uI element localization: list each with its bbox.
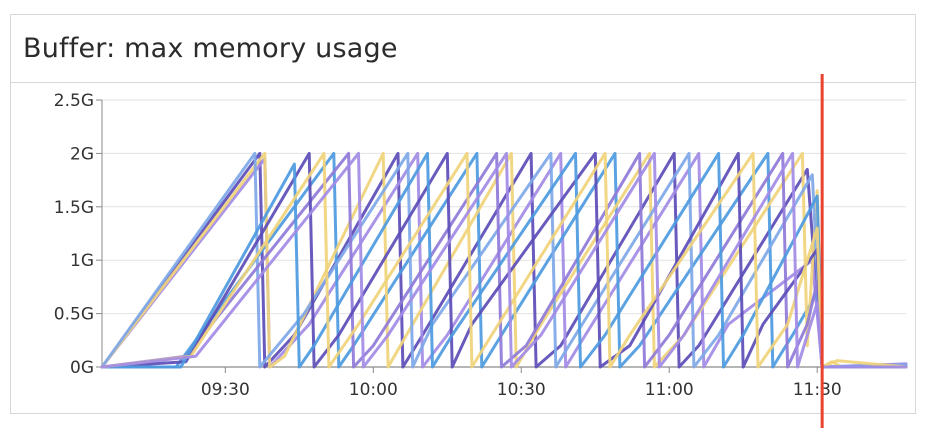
chart-panel: Buffer: max memory usage (10, 14, 916, 414)
series-line (100, 151, 908, 369)
series-line (100, 151, 908, 369)
y-tick-label: 0G (70, 358, 94, 378)
series-line (100, 151, 908, 369)
series-line (100, 151, 908, 369)
y-tick-label: 1G (70, 251, 94, 271)
panel-header: Buffer: max memory usage (11, 15, 915, 83)
panel-title: Buffer: max memory usage (23, 33, 398, 64)
y-tick-label: 2.5G (54, 91, 94, 111)
x-tick-label: 10:30 (497, 380, 546, 400)
y-tick-label: 0.5G (54, 305, 94, 325)
series-line (100, 151, 908, 369)
y-tick-label: 1.5G (54, 198, 94, 218)
x-tick-label: 11:00 (645, 380, 694, 400)
series-line (100, 151, 908, 369)
y-tick-label: 2G (70, 144, 94, 164)
series-line (100, 151, 908, 369)
x-tick-label: 10:00 (349, 380, 398, 400)
x-tick-label: 11:30 (793, 380, 842, 400)
x-tick-label: 09:30 (201, 380, 250, 400)
series-line (100, 151, 908, 369)
y-axis: 0G 0.5G 1G 1.5G 2G 2.5G (54, 91, 103, 378)
x-axis: 09:30 10:00 10:30 11:00 11:30 (201, 367, 842, 400)
